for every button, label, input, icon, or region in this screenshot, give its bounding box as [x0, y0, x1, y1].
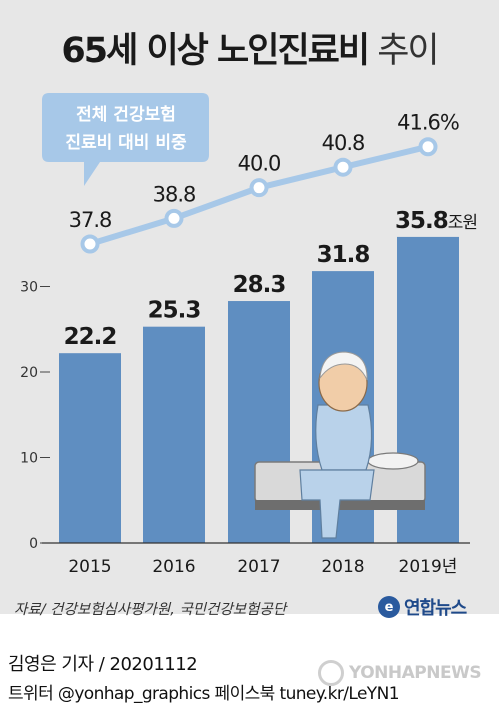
ratio-callout	[42, 93, 209, 186]
yonhap-logo-icon: e	[378, 596, 400, 618]
callout-line-1: 전체 건강보험	[76, 104, 176, 125]
x-tick-label: 2019년	[399, 557, 458, 577]
x-tick-label: 2016	[152, 557, 195, 577]
byline: 김영은 기자 / 20201112	[8, 654, 198, 675]
ratio-point	[418, 137, 438, 157]
chart-svg: 0 10 20 30 22.2 25.3 28.3 31.8 35.8조원 2015 2016 201…	[20, 93, 478, 577]
x-tick-label: 2018	[321, 557, 364, 577]
bar	[59, 353, 121, 543]
watermark-ring-icon	[318, 660, 344, 686]
brand-name: 연합뉴스	[404, 598, 467, 619]
bar-value-label: 35.8조원	[395, 208, 477, 234]
patient-hair	[319, 351, 368, 381]
ratio-point	[249, 178, 269, 198]
y-tick-label: 20	[20, 365, 38, 381]
title-sub: 추이	[377, 31, 439, 71]
brand-logo: e 연합뉴스	[378, 594, 467, 620]
ratio-value-label: 40.0	[238, 152, 281, 176]
patient-legs	[299, 469, 375, 539]
watermark: YONHAPNEWS	[318, 660, 482, 686]
x-tick-label: 2015	[68, 557, 111, 577]
patient-body	[315, 404, 373, 471]
x-tick-label: 2017	[237, 557, 280, 577]
bar-value-label: 22.2	[64, 324, 117, 350]
ratio-point	[333, 157, 353, 177]
social-links: 트위터 @yonhap_graphics 페이스북 tuney.kr/LeYN1	[8, 684, 400, 704]
ratio-value-label: 40.8	[322, 131, 365, 155]
ratio-point	[164, 208, 184, 228]
title-main: 65세 이상 노인진료비	[61, 31, 370, 71]
y-tick-label: 30	[20, 280, 38, 296]
watermark-text: YONHAPNEWS	[349, 663, 482, 683]
y-tick-label: 0	[29, 536, 38, 552]
ratio-value-label: 37.8	[69, 208, 112, 232]
pillow	[367, 452, 419, 470]
bar	[143, 326, 205, 543]
ratio-point	[80, 234, 100, 254]
callout-line-2: 진료비 대비 비중	[65, 133, 187, 153]
source-note: 자료/ 건강보험심사평가원, 국민건강보험공단	[14, 602, 287, 618]
bar-value-label: 28.3	[233, 272, 286, 298]
ratio-value-label: 38.8	[153, 182, 196, 206]
bar-value-label: 31.8	[317, 242, 370, 268]
bar-unit-label: 조원	[448, 213, 477, 233]
ratio-value-label: 41.6%	[397, 111, 459, 135]
y-tick-label: 10	[20, 451, 38, 467]
bar-value-label: 25.3	[148, 298, 201, 324]
chart-title: 65세 이상 노인진료비 추이	[0, 22, 499, 73]
